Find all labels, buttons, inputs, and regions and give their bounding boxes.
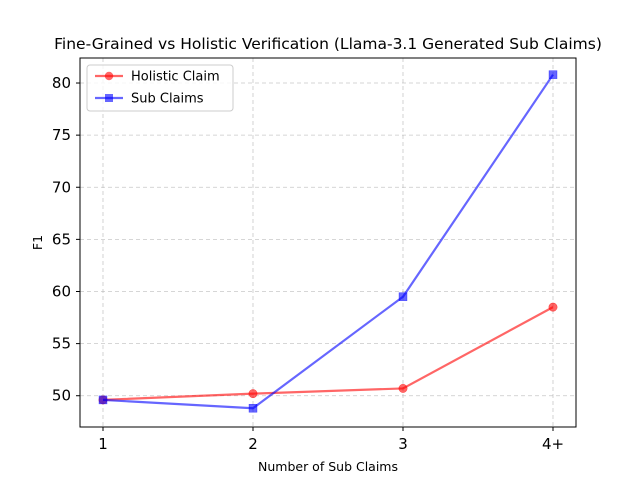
x-tick-label: 1	[98, 435, 108, 453]
legend-box	[86, 64, 234, 112]
series-line-holistic-claim	[102, 306, 554, 401]
data-point-holistic-claim	[548, 302, 558, 312]
series-line-sub-claims	[102, 74, 554, 410]
legend-label-sub-claims: Sub Claims	[131, 92, 204, 107]
data-point-sub-claims	[98, 395, 108, 405]
x-axis-label: Number of Sub Claims	[258, 459, 398, 474]
y-tick-label: 65	[52, 230, 71, 248]
legend-label-holistic-claim: Holistic Claim	[131, 70, 220, 85]
data-point-holistic-claim	[398, 383, 408, 393]
x-tick-label: 3	[398, 435, 408, 453]
y-axis-label: F1	[30, 235, 45, 250]
y-tick-label: 50	[52, 387, 71, 405]
legend-marker-sub-claims	[105, 94, 113, 102]
y-tick-label: 55	[52, 335, 71, 353]
y-tick-label: 75	[52, 126, 71, 144]
chart-title: Fine-Grained vs Holistic Verification (L…	[54, 35, 602, 53]
data-point-sub-claims	[248, 403, 258, 413]
y-tick-label: 60	[52, 282, 71, 300]
y-tick-label: 80	[52, 74, 71, 92]
legend-marker-holistic-claim	[104, 71, 114, 81]
plot-series	[98, 70, 558, 413]
plot-frame	[79, 57, 577, 428]
x-tick-label: 4+	[542, 435, 564, 453]
data-point-holistic-claim	[248, 389, 258, 399]
axis-ticks: 1 2 3 4+ 50 55 60 65 70 75 80	[52, 74, 564, 453]
grid	[80, 58, 576, 427]
legend: Holistic Claim Sub Claims	[86, 64, 234, 112]
x-tick-label: 2	[248, 435, 258, 453]
y-tick-label: 70	[52, 178, 71, 196]
data-point-sub-claims	[398, 292, 408, 301]
data-point-sub-claims	[548, 70, 558, 79]
